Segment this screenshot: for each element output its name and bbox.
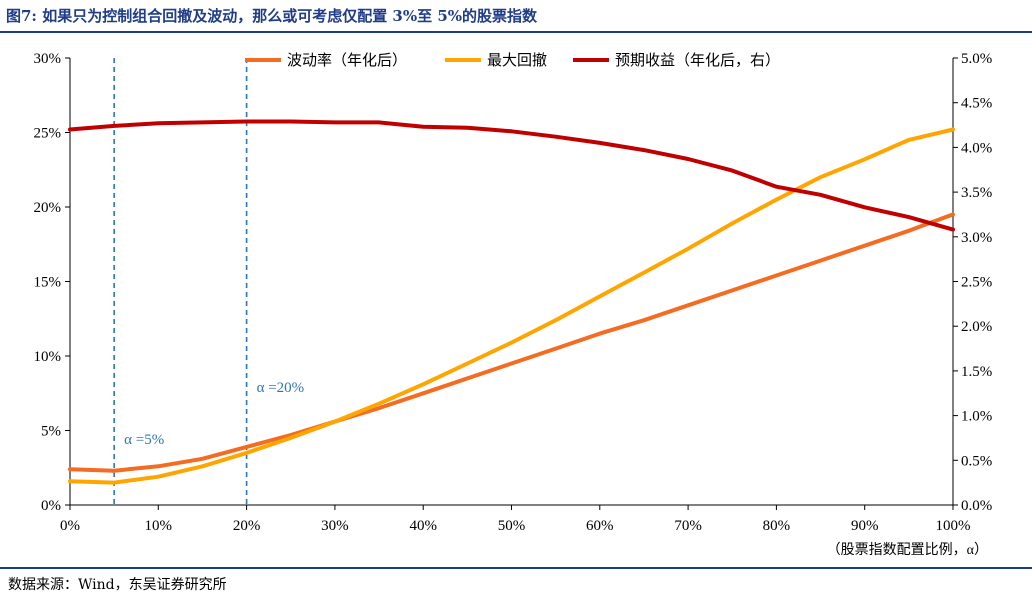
- volatility-line: [68, 212, 955, 473]
- x-axis-title: （股票指数配置比例，α）: [827, 542, 988, 558]
- right-tick-label: 4.0%: [961, 140, 992, 156]
- legend-volatility-label: 波动率（年化后）: [287, 52, 407, 69]
- right-tick-label: 1.0%: [961, 409, 992, 425]
- x-tick-label: 20%: [233, 518, 261, 534]
- left-tick-label: 15%: [34, 275, 62, 291]
- chart: 0% 5% 10% 15% 20% 25% 30% 0.0% 0.5% 1.0% 1.5% 2.0% 2…: [34, 51, 993, 558]
- x-tick-label: 10%: [145, 518, 173, 534]
- right-tick-label: 0.5%: [961, 453, 992, 469]
- x-tick-label: 90%: [851, 518, 879, 534]
- title-rule: [0, 31, 1032, 33]
- x-tick-label: 30%: [321, 518, 349, 534]
- left-tick-label: 10%: [34, 349, 62, 365]
- left-tick-label: 0%: [41, 498, 61, 514]
- x-tick-label: 70%: [674, 518, 702, 534]
- x-tick-label: 50%: [498, 518, 526, 534]
- x-tick-label: 0%: [60, 518, 80, 534]
- right-tick-label: 5.0%: [961, 51, 992, 67]
- x-tick-label: 100%: [936, 518, 971, 534]
- right-tick-label: 3.5%: [961, 185, 992, 201]
- left-tick-label: 25%: [34, 126, 62, 142]
- right-tick-label: 4.5%: [961, 96, 992, 112]
- right-tick-label: 1.5%: [961, 364, 992, 380]
- max-drawdown-line: [68, 127, 955, 485]
- footer-rule: [0, 567, 1032, 569]
- left-tick-label: 30%: [34, 51, 62, 67]
- legend-max-drawdown-label: 最大回撤: [487, 52, 547, 69]
- left-tick-label: 5%: [41, 424, 61, 440]
- x-tick-label: 80%: [763, 518, 791, 534]
- source-note: 数据来源：Wind，东吴证券研究所: [8, 577, 227, 593]
- right-tick-label: 2.5%: [961, 275, 992, 291]
- legend-expected-return-label: 预期收益（年化后，右）: [615, 52, 780, 69]
- x-tick-label: 40%: [409, 518, 437, 534]
- expected-return-line: [68, 119, 955, 232]
- right-tick-label: 3.0%: [961, 230, 992, 246]
- right-tick-label: 2.0%: [961, 319, 992, 335]
- figure-title: 图7: 如果只为控制组合回撤及波动，那么或可考虑仅配置 3%至 5%的股票指数: [6, 7, 538, 25]
- reference-label: α =20%: [257, 380, 305, 396]
- left-tick-label: 20%: [34, 200, 62, 216]
- reference-label: α =5%: [124, 432, 164, 448]
- x-tick-label: 60%: [586, 518, 614, 534]
- right-tick-label: 0.0%: [961, 498, 992, 514]
